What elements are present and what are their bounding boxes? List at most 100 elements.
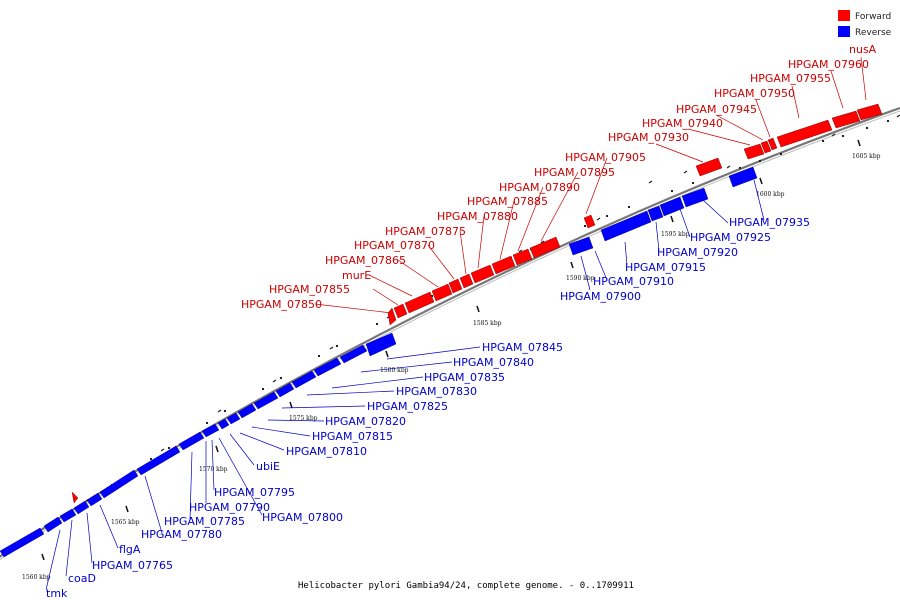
gene-label: HPGAM_07825 — [367, 400, 448, 413]
gene-block — [178, 431, 205, 451]
reverse-genes — [0, 166, 758, 558]
gene-label: HPGAM_07920 — [657, 246, 738, 259]
gene-label: HPGAM_07960 — [788, 58, 869, 71]
tick-label: 1575 kbp — [289, 415, 318, 422]
gene-label: HPGAM_07875 — [385, 225, 466, 238]
gene-label: HPGAM_07830 — [396, 385, 477, 398]
gene-block — [776, 119, 833, 148]
gene-block — [459, 273, 474, 289]
gene-label: HPGAM_07765 — [92, 559, 173, 572]
tick-label: 1590 kbp — [566, 275, 595, 282]
gene-label: HPGAM_07780 — [141, 528, 222, 541]
gene-label: tmk — [46, 587, 68, 600]
gene-block — [387, 307, 397, 326]
gene-block — [226, 412, 241, 425]
gene-label: HPGAM_07930 — [608, 131, 689, 144]
gene-block — [647, 205, 664, 222]
gene-label: HPGAM_07910 — [593, 275, 674, 288]
gene-label: coaD — [68, 572, 96, 585]
gene-block — [767, 137, 778, 151]
gene-block — [728, 166, 758, 188]
gene-block — [237, 403, 257, 419]
gene-block — [760, 140, 772, 154]
gene-label: HPGAM_07870 — [354, 239, 435, 252]
forward-genes — [71, 103, 883, 504]
gene-block — [529, 236, 561, 259]
gene-label: ubiE — [256, 460, 280, 473]
gene-block — [659, 196, 685, 217]
tick-label: 1565 kbp — [111, 519, 140, 526]
gene-block — [136, 445, 181, 476]
gene-block — [568, 236, 594, 256]
gene-label: nusA — [849, 43, 877, 56]
gene-block — [856, 103, 883, 121]
tick-label: 1585 kbp — [473, 320, 502, 327]
gene-block — [393, 303, 408, 319]
gene-label: flgA — [119, 543, 141, 556]
gene-label: HPGAM_07850 — [241, 298, 322, 311]
gene-block — [470, 264, 495, 284]
gene-block — [275, 382, 295, 398]
tick-label: 1580 kbp — [380, 367, 409, 374]
tick-label: 1600 kbp — [756, 191, 785, 198]
legend-label-reverse: Reverse — [855, 28, 892, 38]
tick-label: 1605 kbp — [852, 153, 881, 160]
gene-block — [512, 248, 533, 266]
gene-label: HPGAM_07950 — [714, 87, 795, 100]
gene-block — [43, 516, 63, 533]
gene-label: HPGAM_07885 — [467, 195, 548, 208]
legend-swatch-forward — [838, 10, 850, 21]
gene-label: HPGAM_07815 — [312, 430, 393, 443]
forward-gene-labels: HPGAM_07850 HPGAM_07855 murE HPGAM_07865… — [241, 43, 877, 311]
gene-block — [71, 491, 79, 504]
reverse-gene-labels: HPGAM_07845 HPGAM_07840 HPGAM_07835 HPGA… — [46, 216, 810, 600]
gene-block — [313, 357, 342, 377]
major-ticks — [41, 139, 861, 561]
gene-block — [431, 283, 453, 302]
gene-label: HPGAM_07915 — [625, 261, 706, 274]
gene-block — [404, 291, 435, 314]
legend-label-forward: Forward — [855, 12, 891, 22]
genome-backbone-shadow — [0, 110, 900, 561]
gene-label: HPGAM_07945 — [676, 103, 757, 116]
gene-block — [217, 418, 230, 430]
forward-leaders — [314, 56, 867, 314]
genome-backbone — [0, 106, 900, 558]
gene-block — [831, 110, 861, 129]
tick-label: 1595 kbp — [661, 231, 690, 238]
gene-block — [291, 370, 317, 389]
gene-label: HPGAM_07905 — [565, 151, 646, 164]
gene-block — [73, 500, 90, 515]
gene-block — [743, 143, 765, 160]
gene-label: HPGAM_07935 — [729, 216, 810, 229]
legend: Forward Reverse — [838, 10, 892, 38]
gene-block — [86, 492, 103, 507]
tick-label: 1560 kbp — [22, 574, 51, 581]
gene-block — [491, 255, 516, 275]
gene-block — [253, 391, 279, 410]
inner-scale — [6, 114, 900, 552]
gene-block — [600, 210, 652, 242]
reverse-leaders — [45, 179, 765, 591]
gene-block — [583, 214, 596, 229]
gene-label: HPGAM_07890 — [499, 181, 580, 194]
gene-label: HPGAM_07880 — [437, 210, 518, 223]
gene-label: HPGAM_07835 — [424, 371, 505, 384]
gene-label: HPGAM_07855 — [269, 283, 350, 296]
gene-label: HPGAM_07865 — [325, 254, 406, 267]
gene-label: HPGAM_07840 — [453, 356, 534, 369]
gene-label: HPGAM_07790 — [189, 501, 270, 514]
gene-label: HPGAM_07955 — [750, 72, 831, 85]
gene-label: HPGAM_07845 — [482, 341, 563, 354]
gene-block — [448, 278, 463, 294]
gene-block — [681, 187, 709, 208]
gene-block — [99, 469, 139, 499]
gene-label: HPGAM_07810 — [286, 445, 367, 458]
gene-block — [695, 157, 723, 177]
gene-label: HPGAM_07820 — [325, 415, 406, 428]
gene-block — [59, 508, 77, 523]
legend-swatch-reverse — [838, 26, 850, 37]
gene-block — [201, 423, 220, 438]
gene-label: HPGAM_07900 — [560, 290, 641, 303]
